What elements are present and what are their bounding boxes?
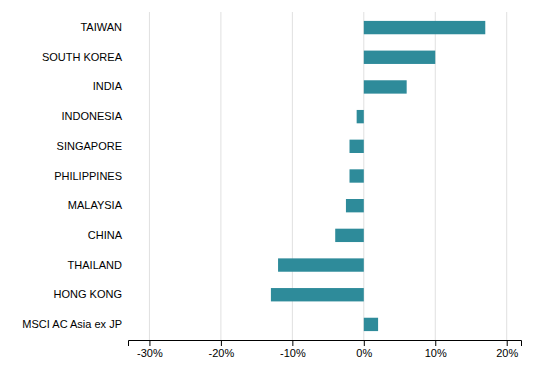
- y-tick: SOUTH KOREA: [42, 51, 123, 63]
- x-tick: 0%: [356, 340, 372, 359]
- y-tick: PHILIPPINES: [54, 170, 122, 182]
- plot: -30% -20% -10% 0% 10% 20% TAIWAN SOUTH KOREA IND…: [22, 12, 521, 359]
- y-tick-label: INDIA: [93, 80, 123, 92]
- bars: [271, 21, 485, 331]
- x-tick-mark: [364, 340, 365, 346]
- x-tick-label: 10%: [425, 347, 447, 359]
- x-tick-mark: [507, 340, 508, 346]
- grid-line: [506, 12, 507, 340]
- bar: [350, 140, 364, 153]
- y-tick: INDONESIA: [61, 110, 122, 122]
- chart: -30% -20% -10% 0% 10% 20% TAIWAN SOUTH KOREA IND…: [0, 0, 539, 370]
- y-tick: MALAYSIA: [68, 199, 123, 211]
- x-tick-label: 20%: [496, 347, 518, 359]
- x-tick-label: -20%: [209, 347, 235, 359]
- bar: [278, 258, 364, 271]
- x-axis: -30% -20% -10% 0% 10% 20%: [129, 340, 522, 359]
- x-tick-label: 0%: [356, 347, 372, 359]
- x-tick: 20%: [496, 340, 518, 359]
- x-axis-line: [129, 341, 522, 347]
- bar: [364, 21, 485, 34]
- y-tick-label: PHILIPPINES: [54, 170, 122, 182]
- x-tick-mark: [435, 340, 436, 346]
- x-tick: 10%: [425, 340, 447, 359]
- y-tick-label: SOUTH KOREA: [42, 51, 123, 63]
- y-tick-label: MSCI AC Asia ex JP: [22, 318, 122, 330]
- bar: [346, 199, 364, 212]
- y-tick-label: INDONESIA: [61, 110, 122, 122]
- x-tick-mark: [221, 340, 222, 346]
- x-tick-label: -10%: [280, 347, 306, 359]
- y-tick-label: SINGAPORE: [57, 140, 122, 152]
- y-axis: TAIWAN SOUTH KOREA INDIA INDONESIA SINGAPORE…: [22, 21, 122, 330]
- y-tick: TAIWAN: [80, 21, 122, 33]
- x-tick-mark: [292, 340, 293, 346]
- x-tick: -30%: [137, 340, 163, 359]
- y-tick: MSCI AC Asia ex JP: [22, 318, 122, 330]
- bar: [271, 288, 364, 301]
- y-tick-label: THAILAND: [68, 259, 122, 271]
- y-tick: INDIA: [93, 80, 123, 92]
- y-tick-label: MALAYSIA: [68, 199, 123, 211]
- x-tick: -20%: [209, 340, 235, 359]
- x-tick: -10%: [280, 340, 306, 359]
- bar: [364, 51, 435, 64]
- bar: [364, 80, 407, 93]
- y-tick: CHINA: [88, 229, 123, 241]
- y-tick-label: TAIWAN: [80, 21, 122, 33]
- x-tick-label: -30%: [137, 347, 163, 359]
- grid-line: [149, 12, 150, 340]
- x-tick-mark: [149, 340, 150, 346]
- grid-line: [220, 12, 221, 340]
- y-tick: SINGAPORE: [57, 140, 122, 152]
- y-tick-label: HONG KONG: [54, 288, 122, 300]
- bar: [364, 318, 378, 331]
- bar: [357, 110, 364, 123]
- bar: [335, 229, 364, 242]
- y-tick: THAILAND: [68, 259, 122, 271]
- y-tick: HONG KONG: [54, 288, 122, 300]
- y-tick-label: CHINA: [88, 229, 123, 241]
- bar: [350, 169, 364, 182]
- grid: [149, 12, 506, 340]
